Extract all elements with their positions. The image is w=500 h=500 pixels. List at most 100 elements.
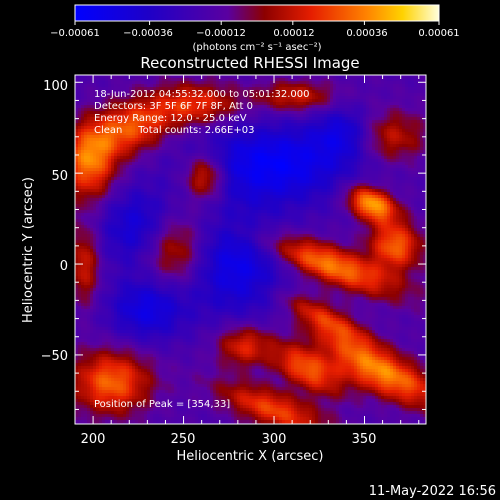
heatmap-cell [126, 300, 129, 303]
heatmap-cell [138, 336, 141, 339]
heatmap-cell [108, 303, 111, 306]
heatmap-cell [123, 417, 126, 420]
heatmap-cell [147, 102, 150, 105]
heatmap-cell [162, 333, 165, 336]
heatmap-cell [120, 126, 123, 129]
heatmap-cell [108, 348, 111, 351]
heatmap-cell [198, 366, 201, 369]
heatmap-cell [165, 285, 168, 288]
heatmap-cell [150, 195, 153, 198]
heatmap-cell [183, 159, 186, 162]
heatmap-cell [120, 219, 123, 222]
heatmap-cell [120, 333, 123, 336]
heatmap-cell [165, 342, 168, 345]
heatmap-cell [180, 279, 183, 282]
heatmap-cell [90, 159, 93, 162]
heatmap-cell [180, 123, 183, 126]
heatmap-cell [102, 330, 105, 333]
heatmap-cell [87, 360, 90, 363]
heatmap-cell [84, 96, 87, 99]
heatmap-cell [144, 93, 147, 96]
heatmap-cell [81, 126, 84, 129]
heatmap-cell [186, 405, 189, 408]
heatmap-cell [195, 318, 198, 321]
heatmap-cell [150, 96, 153, 99]
heatmap-cell [168, 114, 171, 117]
heatmap-cell [156, 216, 159, 219]
heatmap-cell [102, 90, 105, 93]
heatmap-cell [126, 213, 129, 216]
heatmap-cell [177, 156, 180, 159]
heatmap-cell [108, 390, 111, 393]
heatmap-cell [96, 345, 99, 348]
heatmap-cell [105, 375, 108, 378]
heatmap-cell [84, 402, 87, 405]
heatmap-cell [144, 84, 147, 87]
heatmap-cell [102, 174, 105, 177]
heatmap-cell [138, 387, 141, 390]
heatmap-cell [75, 195, 78, 198]
heatmap-cell [162, 276, 165, 279]
heatmap-cell [123, 84, 126, 87]
heatmap-cell [93, 351, 96, 354]
heatmap-cell [81, 402, 84, 405]
heatmap-cell [144, 354, 147, 357]
heatmap-cell [147, 270, 150, 273]
heatmap-cell [192, 339, 195, 342]
heatmap-cell [156, 105, 159, 108]
heatmap-cell [81, 369, 84, 372]
heatmap-cell [117, 300, 120, 303]
heatmap-cell [84, 195, 87, 198]
heatmap-cell [108, 108, 111, 111]
heatmap-cell [156, 237, 159, 240]
heatmap-cell [147, 396, 150, 399]
heatmap-cell [99, 243, 102, 246]
heatmap-cell [111, 87, 114, 90]
heatmap-cell [183, 207, 186, 210]
heatmap-cell [129, 192, 132, 195]
heatmap-cell [177, 366, 180, 369]
heatmap-cell [147, 135, 150, 138]
heatmap-cell [159, 81, 162, 84]
heatmap-cell [147, 300, 150, 303]
heatmap-cell [144, 300, 147, 303]
heatmap-cell [126, 78, 129, 81]
heatmap-cell [150, 90, 153, 93]
heatmap-cell [195, 93, 198, 96]
heatmap-cell [198, 195, 201, 198]
heatmap-cell [150, 81, 153, 84]
heatmap-cell [156, 291, 159, 294]
heatmap-cell [105, 384, 108, 387]
heatmap-cell [192, 117, 195, 120]
heatmap-cell [153, 390, 156, 393]
heatmap-cell [123, 339, 126, 342]
heatmap-cell [150, 201, 153, 204]
heatmap-cell [174, 231, 177, 234]
heatmap-cell [78, 192, 81, 195]
heatmap-cell [114, 351, 117, 354]
heatmap-cell [165, 420, 168, 423]
heatmap-cell [153, 135, 156, 138]
heatmap-cell [159, 96, 162, 99]
heatmap-cell [99, 81, 102, 84]
heatmap-cell [180, 381, 183, 384]
heatmap-cell [177, 414, 180, 417]
heatmap-cell [195, 168, 198, 171]
heatmap-cell [141, 288, 144, 291]
heatmap-cell [129, 99, 132, 102]
heatmap-cell [171, 411, 174, 414]
heatmap-cell [186, 219, 189, 222]
heatmap-cell [81, 207, 84, 210]
heatmap-cell [126, 414, 129, 417]
heatmap-cell [171, 249, 174, 252]
heatmap-cell [120, 147, 123, 150]
heatmap-cell [198, 159, 201, 162]
heatmap-cell [189, 126, 192, 129]
heatmap-cell [120, 282, 123, 285]
heatmap-cell [180, 363, 183, 366]
heatmap-cell [117, 321, 120, 324]
heatmap-cell [201, 96, 204, 99]
heatmap-cell [126, 315, 129, 318]
heatmap-cell [114, 156, 117, 159]
heatmap-cell [156, 171, 159, 174]
